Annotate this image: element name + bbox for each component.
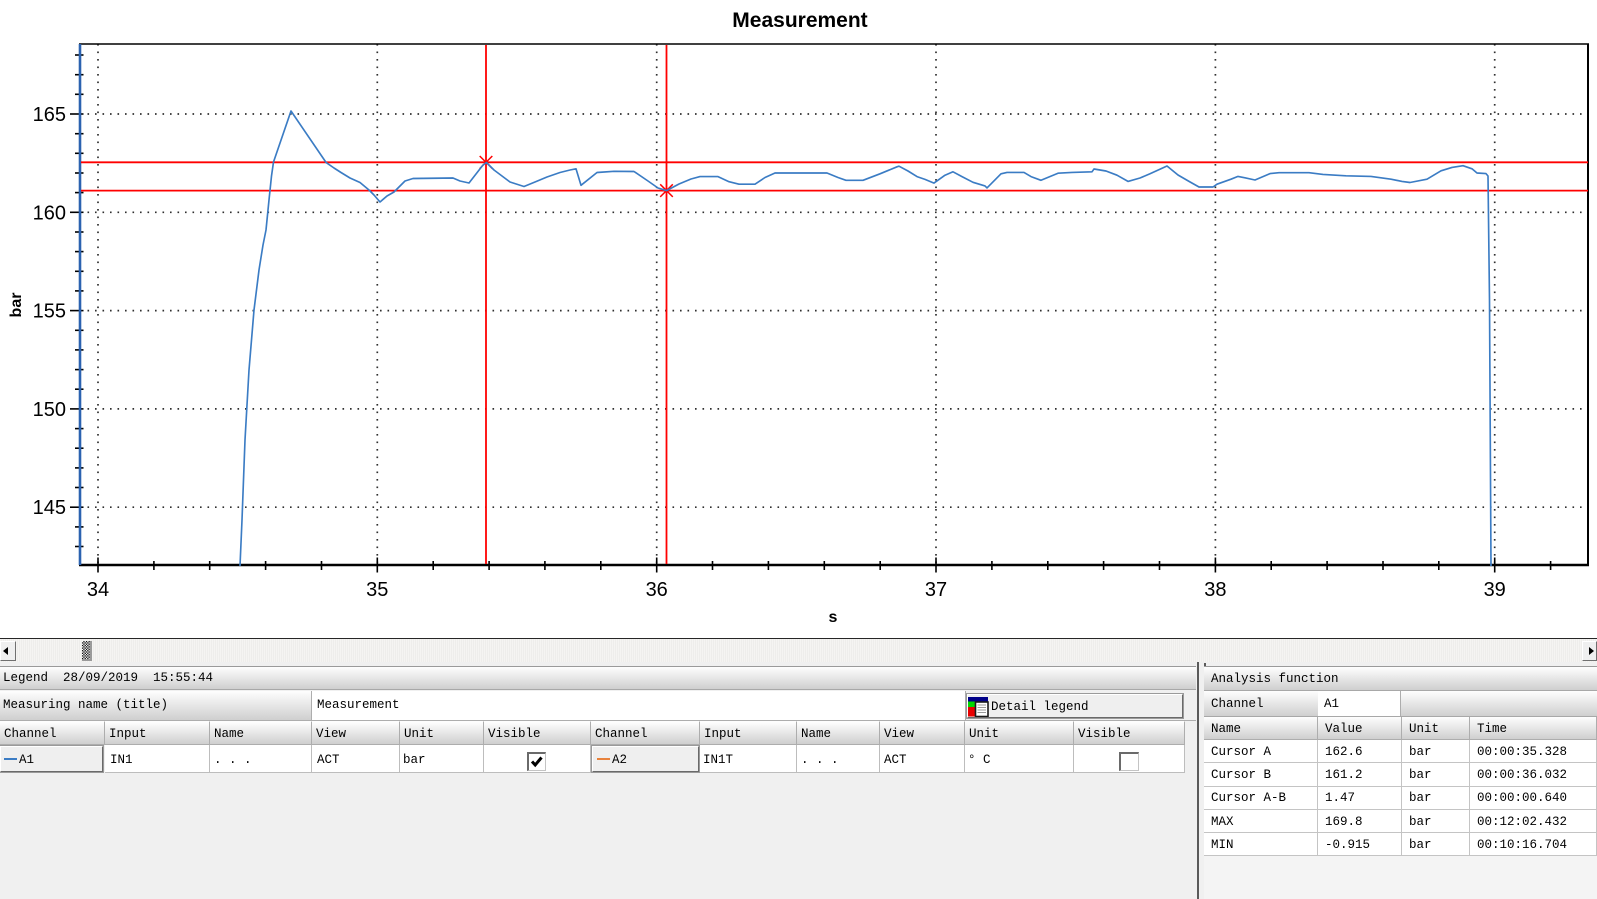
svg-text:165: 165 bbox=[33, 104, 66, 126]
svg-text:145: 145 bbox=[33, 497, 66, 519]
svg-text:39: 39 bbox=[1484, 579, 1506, 601]
svg-text:s: s bbox=[829, 609, 838, 626]
svg-text:34: 34 bbox=[87, 579, 109, 601]
svg-text:bar: bar bbox=[8, 293, 25, 318]
svg-text:160: 160 bbox=[33, 202, 66, 224]
svg-text:37: 37 bbox=[925, 579, 947, 601]
svg-text:35: 35 bbox=[366, 579, 388, 601]
svg-text:155: 155 bbox=[33, 301, 66, 323]
svg-text:38: 38 bbox=[1204, 579, 1226, 601]
svg-text:Measurement: Measurement bbox=[732, 9, 867, 32]
svg-text:36: 36 bbox=[646, 579, 668, 601]
svg-text:150: 150 bbox=[33, 399, 66, 421]
